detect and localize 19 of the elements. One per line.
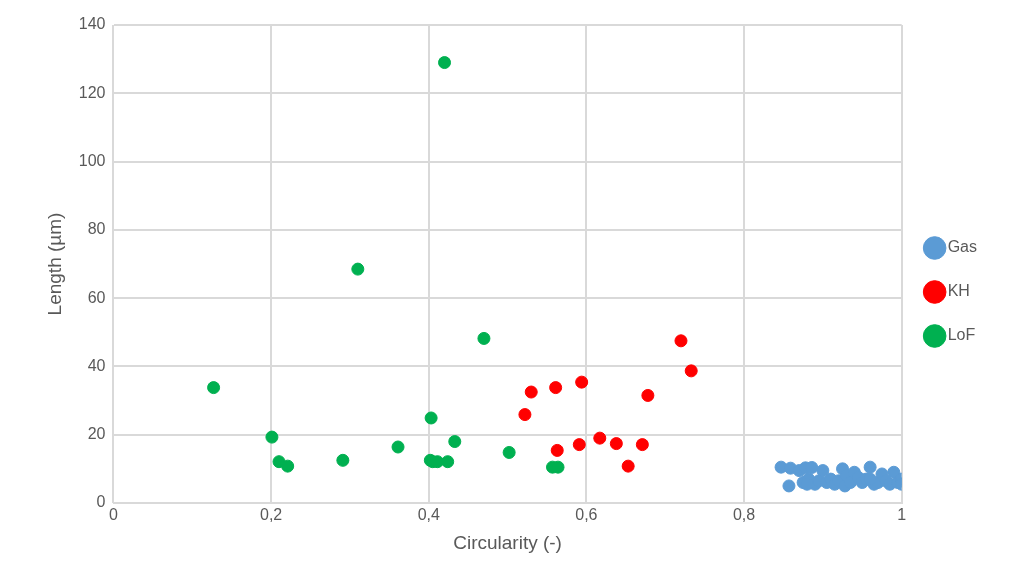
y-tick-label: 0 <box>96 493 106 511</box>
y-tick-label: 120 <box>78 83 106 101</box>
x-tick-label: 0,4 <box>417 506 440 524</box>
x-tick-label: 0 <box>109 506 119 524</box>
y-tick-label: 100 <box>78 151 106 169</box>
legend-label: KH <box>947 282 970 300</box>
x-axis-title: Circularity (-) <box>453 531 562 553</box>
x-tick-label: 0,8 <box>732 506 756 524</box>
y-tick-label: 140 <box>78 15 106 33</box>
y-axis-title: Length (µm) <box>43 212 65 316</box>
legend-label: Gas <box>947 238 977 256</box>
y-tick-label: 40 <box>87 356 106 374</box>
legend-label: LoF <box>947 326 976 344</box>
y-tick-label: 20 <box>87 425 106 443</box>
x-tick-label: 0,2 <box>260 506 283 524</box>
y-tick-label: 60 <box>87 288 106 306</box>
y-tick-label: 80 <box>87 220 106 238</box>
x-tick-label: 0,6 <box>575 506 598 524</box>
x-tick-label: 1 <box>897 506 907 524</box>
